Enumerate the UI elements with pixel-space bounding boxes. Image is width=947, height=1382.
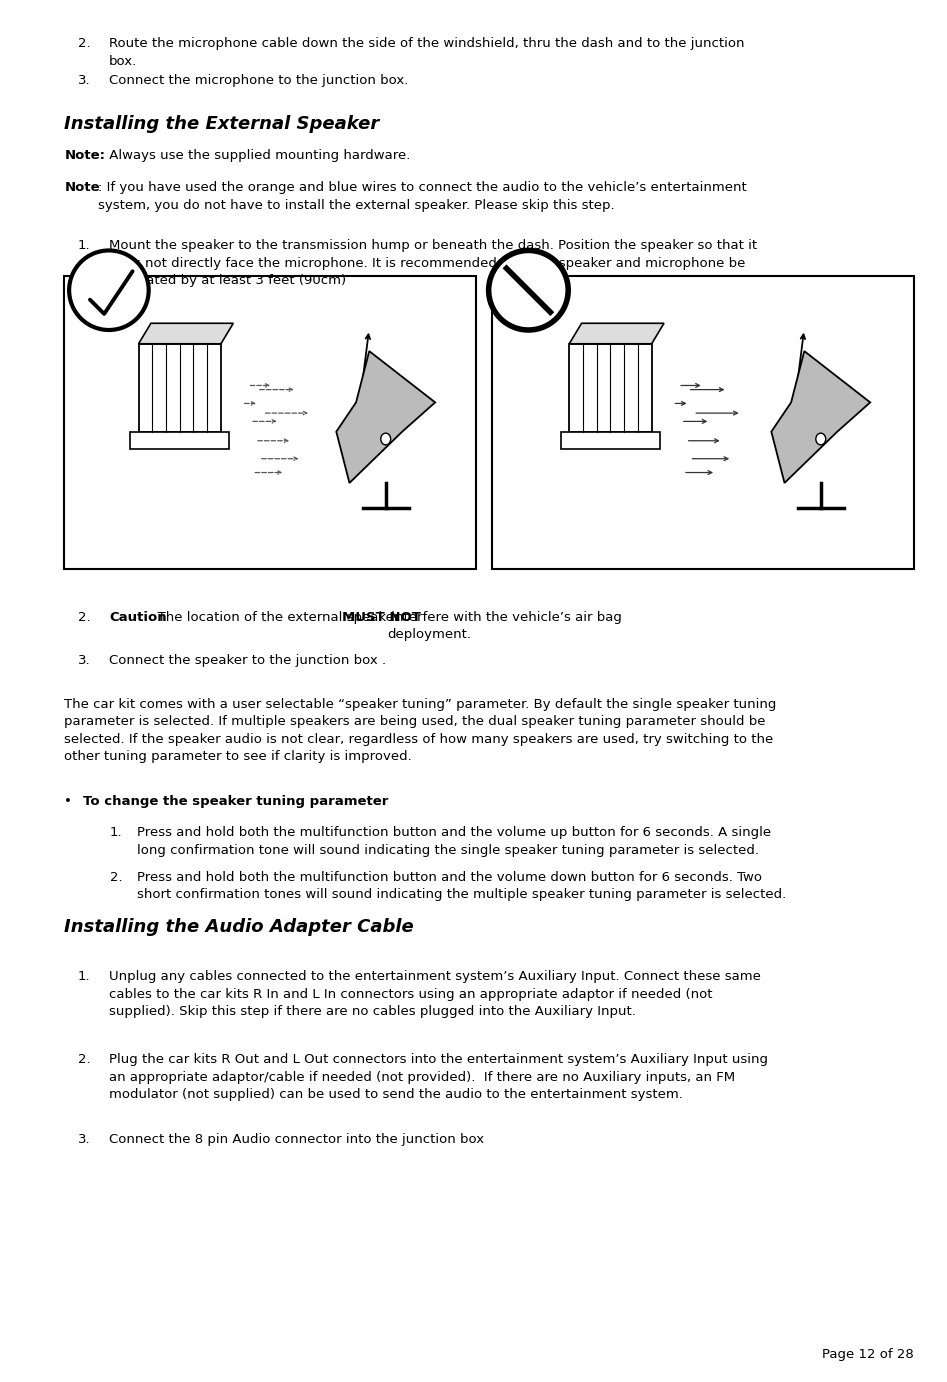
Text: : The location of the external speaker: : The location of the external speaker	[149, 611, 403, 623]
Bar	[64, 276, 476, 569]
Text: Note:: Note:	[64, 149, 105, 162]
Text: 3.: 3.	[78, 655, 90, 668]
Text: 1.: 1.	[110, 826, 122, 839]
Text: Note: Note	[64, 181, 100, 193]
Polygon shape	[772, 351, 870, 482]
Bar	[561, 431, 660, 449]
Text: The car kit comes with a user selectable “speaker tuning” parameter. By default : The car kit comes with a user selectable…	[64, 698, 777, 763]
Text: 2.: 2.	[78, 611, 90, 623]
Text: Press and hold both the multifunction button and the volume up button for 6 seco: Press and hold both the multifunction bu…	[137, 826, 772, 857]
Text: 2.: 2.	[110, 871, 122, 883]
Text: : If you have used the orange and blue wires to connect the audio to the vehicle: : If you have used the orange and blue w…	[98, 181, 746, 211]
Polygon shape	[569, 323, 664, 344]
Ellipse shape	[815, 433, 826, 445]
Text: Always use the supplied mounting hardware.: Always use the supplied mounting hardwar…	[105, 149, 410, 162]
Text: 3.: 3.	[78, 1133, 90, 1146]
Text: interfere with the vehicle’s air bag
deployment.: interfere with the vehicle’s air bag dep…	[387, 611, 622, 641]
Text: Connect the speaker to the junction box .: Connect the speaker to the junction box …	[109, 655, 386, 668]
Text: Page 12 of 28: Page 12 of 28	[822, 1349, 914, 1361]
Text: Installing the Audio Adapter Cable: Installing the Audio Adapter Cable	[64, 918, 414, 936]
Text: MUST NOT: MUST NOT	[342, 611, 420, 623]
Ellipse shape	[489, 250, 568, 330]
Polygon shape	[336, 351, 436, 482]
Polygon shape	[138, 323, 233, 344]
Bar	[138, 344, 221, 431]
Ellipse shape	[381, 433, 391, 445]
Text: To change the speaker tuning parameter: To change the speaker tuning parameter	[83, 795, 388, 807]
Text: Connect the microphone to the junction box.: Connect the microphone to the junction b…	[109, 73, 408, 87]
Text: Caution: Caution	[109, 611, 167, 623]
Text: Route the microphone cable down the side of the windshield, thru the dash and to: Route the microphone cable down the side…	[109, 37, 744, 68]
Text: :: :	[295, 795, 299, 807]
Bar	[569, 344, 652, 431]
Text: 2.: 2.	[78, 1053, 90, 1066]
Text: 1.: 1.	[78, 239, 90, 252]
Text: Installing the External Speaker: Installing the External Speaker	[64, 115, 380, 133]
Text: •: •	[64, 795, 77, 807]
Bar	[131, 431, 229, 449]
Text: 1.: 1.	[78, 970, 90, 983]
Text: Press and hold both the multifunction button and the volume down button for 6 se: Press and hold both the multifunction bu…	[137, 871, 787, 901]
Text: Plug the car kits R Out and L Out connectors into the entertainment system’s Aux: Plug the car kits R Out and L Out connec…	[109, 1053, 768, 1101]
Text: 2.: 2.	[78, 37, 90, 50]
Text: Mount the speaker to the transmission hump or beneath the dash. Position the spe: Mount the speaker to the transmission hu…	[109, 239, 757, 287]
Bar	[492, 276, 914, 569]
Ellipse shape	[69, 250, 149, 330]
Text: Connect the 8 pin Audio connector into the junction box: Connect the 8 pin Audio connector into t…	[109, 1133, 484, 1146]
Text: Unplug any cables connected to the entertainment system’s Auxiliary Input. Conne: Unplug any cables connected to the enter…	[109, 970, 760, 1019]
Text: 3.: 3.	[78, 73, 90, 87]
